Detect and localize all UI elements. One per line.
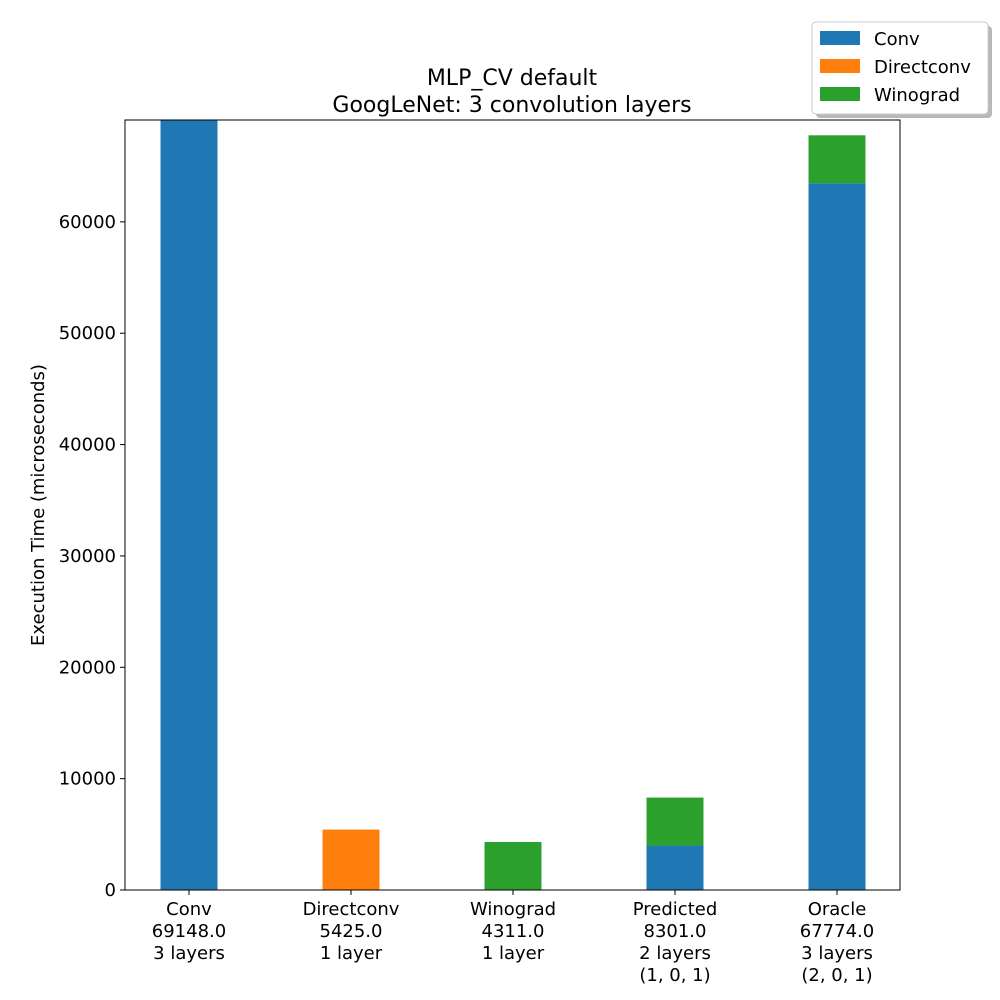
legend-label-winograd: Winograd [874, 85, 960, 106]
legend-swatch-conv [820, 31, 860, 45]
x-tick-label: Directconv [303, 899, 400, 920]
bar-predicted-conv [646, 845, 704, 890]
legend: Conv Directconv Winograd [811, 21, 992, 118]
x-tick-label: (1, 0, 1) [639, 965, 710, 986]
y-axis-label: Execution Time (microseconds) [28, 364, 49, 646]
x-tick-label: 67774.0 [800, 921, 874, 942]
chart-subtitle: GoogLeNet: 3 convolution layers [332, 93, 691, 118]
x-tick-label: 1 layer [482, 943, 545, 964]
bar-oracle-winograd [808, 135, 866, 184]
bars-group [160, 120, 866, 890]
x-tick-label: 8301.0 [644, 921, 707, 942]
y-tick-label: 50000 [59, 323, 116, 344]
x-tick-label: 4311.0 [482, 921, 545, 942]
y-tick-label: 20000 [59, 657, 116, 678]
legend-label-conv: Conv [874, 29, 920, 50]
x-tick-label: 5425.0 [320, 921, 383, 942]
y-tick-label: 40000 [59, 435, 116, 456]
bar-oracle-conv [808, 183, 866, 890]
bar-directconv-directconv [322, 829, 380, 890]
x-tick-label: Conv [166, 899, 212, 920]
bar-conv-conv [160, 120, 218, 890]
x-tick-label: Predicted [633, 899, 718, 920]
x-tick-label: Winograd [470, 899, 556, 920]
y-tick-label: 10000 [59, 769, 116, 790]
x-tick-label: 2 layers [639, 943, 711, 964]
y-tick-label: 0 [105, 880, 116, 901]
x-tick-label: 69148.0 [152, 921, 226, 942]
bar-winograd-winograd [484, 841, 542, 890]
x-tick-label: (2, 0, 1) [801, 965, 872, 986]
x-tick-label: 3 layers [153, 943, 225, 964]
y-tick-label: 30000 [59, 546, 116, 567]
chart-title: MLP_CV default [427, 66, 598, 91]
legend-label-directconv: Directconv [874, 57, 971, 78]
bar-predicted-winograd [646, 797, 704, 846]
plot-frame [124, 119, 901, 891]
x-tick-label: 1 layer [320, 943, 383, 964]
legend-swatch-winograd [820, 87, 860, 101]
y-tick-label: 60000 [59, 212, 116, 233]
x-tick-label: Oracle [808, 899, 867, 920]
legend-swatch-directconv [820, 59, 860, 73]
y-axis: 0 10000 20000 30000 40000 50000 60000 [59, 212, 125, 901]
x-tick-label: 3 layers [801, 943, 873, 964]
